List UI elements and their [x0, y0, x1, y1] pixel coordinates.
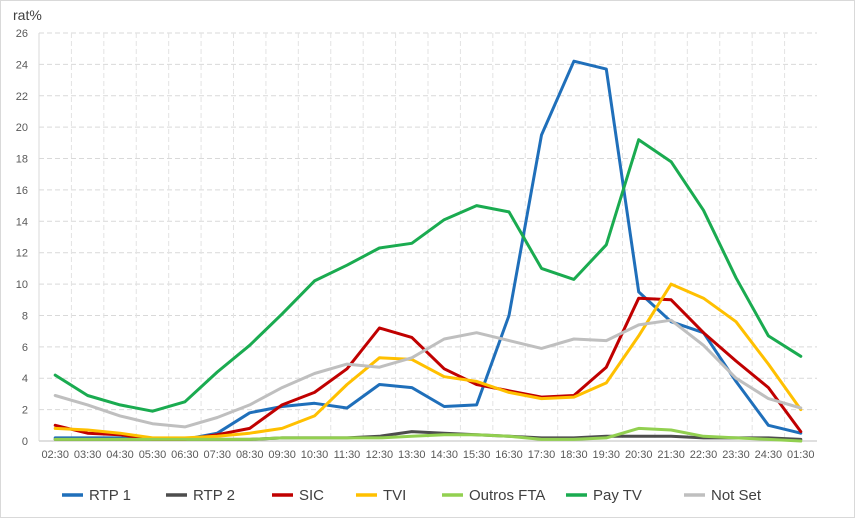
x-tick-label: 05:30 — [139, 449, 167, 461]
x-tick-label: 03:30 — [74, 449, 102, 461]
x-tick-label: 17:30 — [528, 449, 556, 461]
x-tick-label: 21:30 — [657, 449, 685, 461]
x-tick-label: 01:30 — [787, 449, 815, 461]
y-tick-label: 4 — [22, 373, 28, 385]
y-tick-label: 22 — [16, 91, 28, 103]
legend-label: Outros FTA — [469, 487, 545, 504]
x-tick-label: 06:30 — [171, 449, 199, 461]
legend-label: Not Set — [711, 487, 762, 504]
y-tick-label: 26 — [16, 28, 28, 40]
legend-label: TVI — [383, 487, 406, 504]
x-tick-label: 15:30 — [463, 449, 491, 461]
series-line-not-set — [53, 318, 803, 429]
y-tick-label: 6 — [22, 342, 28, 354]
x-tick-label: 11:30 — [334, 449, 361, 461]
x-tick-label: 19:30 — [593, 449, 621, 461]
y-tick-label: 8 — [22, 310, 28, 322]
x-tick-label: 24:30 — [755, 449, 783, 461]
x-tick-label: 04:30 — [106, 449, 134, 461]
x-tick-label: 12:30 — [366, 449, 394, 461]
legend-label: SIC — [299, 487, 324, 504]
x-tick-label: 20:30 — [625, 449, 653, 461]
y-tick-label: 12 — [16, 248, 28, 260]
y-axis-title: rat% — [13, 7, 42, 23]
y-tick-label: 16 — [16, 185, 28, 197]
legend-label: RTP 2 — [193, 487, 235, 504]
series-line-outros-fta — [53, 426, 803, 443]
y-tick-label: 2 — [22, 405, 28, 417]
legend-label: Pay TV — [593, 487, 642, 504]
x-tick-label: 08:30 — [236, 449, 264, 461]
x-tick-label: 09:30 — [268, 449, 296, 461]
y-tick-label: 0 — [22, 436, 28, 448]
y-tick-label: 10 — [16, 279, 28, 291]
x-tick-label: 22:30 — [690, 449, 718, 461]
x-tick-label: 10:30 — [301, 449, 329, 461]
x-tick-label: 02:30 — [41, 449, 69, 461]
y-tick-label: 20 — [16, 122, 28, 134]
legend-label: RTP 1 — [89, 487, 131, 504]
x-tick-label: 18:30 — [560, 449, 588, 461]
x-tick-label: 07:30 — [204, 449, 232, 461]
x-tick-label: 16:30 — [495, 449, 523, 461]
x-tick-label: 14:30 — [430, 449, 458, 461]
series-line-pay-tv — [53, 138, 803, 413]
y-tick-label: 24 — [16, 59, 28, 71]
y-tick-label: 18 — [16, 154, 28, 166]
x-tick-label: 13:30 — [398, 449, 426, 461]
y-tick-label: 14 — [16, 216, 28, 228]
x-tick-label: 23:30 — [722, 449, 750, 461]
